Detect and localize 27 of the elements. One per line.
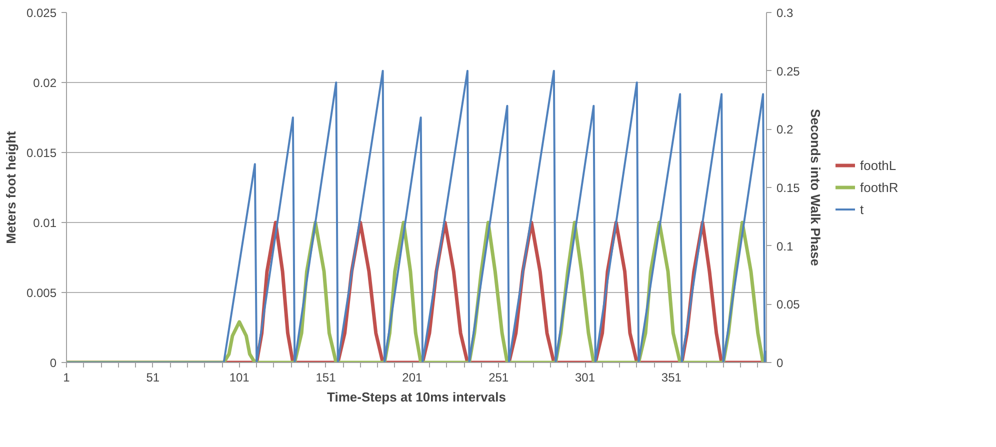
- x-tick-label: 51: [146, 370, 160, 384]
- y-tick-label: 0.005: [26, 286, 57, 300]
- y2-tick-label: 0.05: [776, 298, 800, 312]
- y2-tick-label: 0.25: [776, 64, 800, 78]
- y-tick-label: 0.01: [33, 216, 57, 230]
- x-tick-label: 351: [661, 370, 682, 384]
- y-tick-label: 0: [50, 356, 57, 370]
- x-tick-label: 251: [488, 370, 509, 384]
- y2-tick-label: 0.1: [776, 239, 794, 254]
- y-tick-label: 0.02: [33, 76, 57, 90]
- legend-label: foothR: [860, 180, 898, 194]
- y-tick-label: 0.015: [26, 146, 57, 160]
- y2-tick-label: 0.3: [776, 6, 794, 20]
- legend-label: t: [860, 202, 865, 216]
- y-tick-label: 0.025: [26, 6, 57, 20]
- y2-tick-label: 0.2: [776, 122, 794, 137]
- legend-label: foothL: [860, 158, 896, 172]
- x-tick-label: 201: [402, 370, 423, 384]
- x-axis-title: Time-Steps at 10ms intervals: [327, 390, 506, 404]
- y-axis-title: Meters foot height: [3, 130, 18, 244]
- x-tick-label: 151: [316, 370, 336, 384]
- y2-tick-label: 0.15: [776, 181, 800, 195]
- x-tick-label: 101: [229, 370, 250, 384]
- x-tick-label: 1: [63, 370, 70, 384]
- y2-tick-label: 0: [776, 356, 784, 370]
- x-tick-label: 301: [575, 370, 596, 384]
- y2-axis-title: Seconds into Walk Phase: [808, 109, 823, 266]
